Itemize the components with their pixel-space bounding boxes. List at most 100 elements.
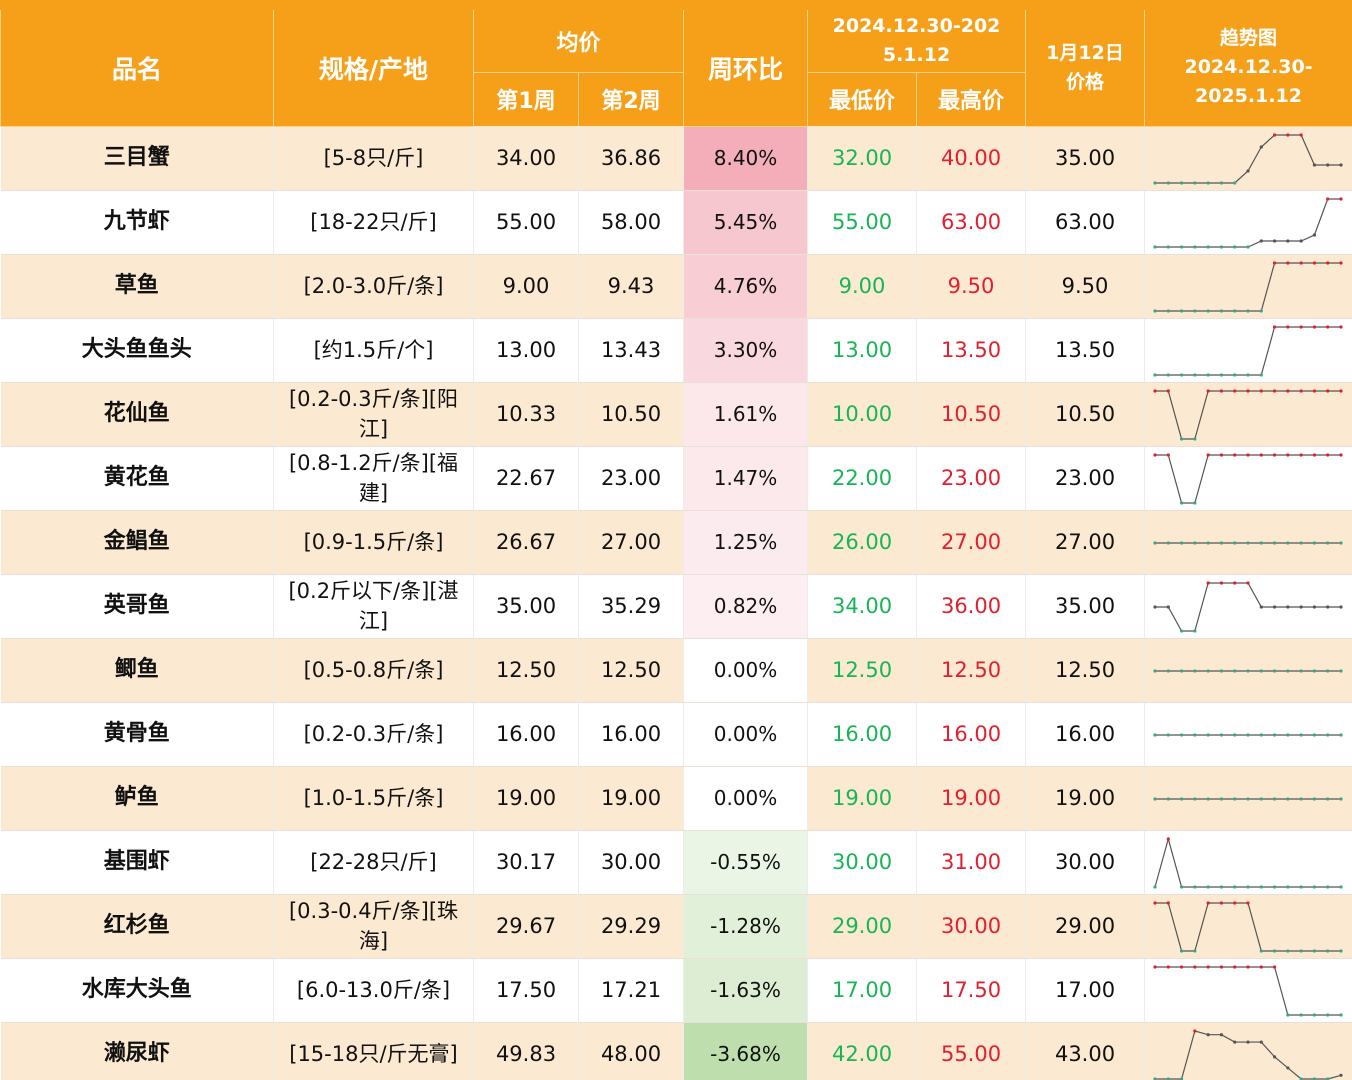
trend-point xyxy=(1299,732,1303,737)
week2-avg: 58.00 xyxy=(578,190,685,255)
trend-point xyxy=(1259,668,1263,673)
table-row[interactable]: 红杉鱼 [0.3-0.4斤/条][珠海] 29.67 29.29 -1.28% 29.00… xyxy=(0,894,1352,959)
table-row[interactable]: 水库大头鱼 [6.0-13.0斤/条] 17.50 17.21 -1.63% 17.00 1… xyxy=(0,958,1352,1023)
table-row[interactable]: 黄花鱼 [0.8-1.2斤/条][福建] 22.67 23.00 1.47% 22.00 2… xyxy=(0,446,1352,511)
trend-point xyxy=(1326,452,1330,457)
table-row[interactable]: 濑尿虾 [15-18只/斤无膏] 49.83 48.00 -3.68% 42.00 55.0… xyxy=(0,1022,1352,1080)
header-top-strip xyxy=(0,0,1352,10)
trend-point xyxy=(1259,238,1263,243)
trend-point xyxy=(1326,1076,1330,1080)
trend-point xyxy=(1272,732,1277,737)
item-name: 九节虾 xyxy=(0,190,274,255)
trend-point xyxy=(1339,196,1343,201)
trend-point xyxy=(1246,668,1250,673)
trend-sparkline xyxy=(1144,190,1352,255)
trend-point xyxy=(1299,540,1303,545)
trend-point xyxy=(1219,452,1224,457)
table-row[interactable]: 鲈鱼 [1.0-1.5斤/条] 19.00 19.00 0.00% 19.00 19.00 1… xyxy=(0,766,1352,831)
trend-chart xyxy=(1153,388,1343,441)
trend-point xyxy=(1219,668,1224,673)
header-high[interactable]: 最高价 xyxy=(916,72,1027,126)
header-range[interactable]: 2024.12.30-2025.1.12 xyxy=(807,10,1027,73)
header-low[interactable]: 最低价 xyxy=(807,72,918,126)
table-row[interactable]: 鲫鱼 [0.5-0.8斤/条] 12.50 12.50 0.00% 12.50 12.50 1… xyxy=(0,638,1352,703)
trend-point xyxy=(1259,604,1263,609)
header-avg[interactable]: 均价 xyxy=(472,10,685,73)
header-spec[interactable]: 规格/产地 xyxy=(273,10,474,127)
header-trend-line2: 2024.12.30- xyxy=(1184,56,1313,79)
trend-point xyxy=(1153,372,1157,377)
trend-point xyxy=(1206,884,1210,889)
header-week2[interactable]: 第2周 xyxy=(577,72,685,126)
trend-point xyxy=(1272,796,1277,801)
trend-line xyxy=(1155,1029,1342,1080)
trend-point xyxy=(1312,1012,1317,1017)
highest-price: 23.00 xyxy=(916,446,1027,511)
trend-sparkline xyxy=(1144,446,1352,511)
week-over-week: 8.40% xyxy=(683,126,809,191)
item-name: 大头鱼鱼头 xyxy=(0,318,274,383)
trend-point xyxy=(1193,244,1197,249)
trend-point xyxy=(1339,948,1343,953)
table-row[interactable]: 大头鱼鱼头 [约1.5斤/个] 13.00 13.43 3.30% 13.00 13.50 1… xyxy=(0,318,1352,383)
week2-avg: 10.50 xyxy=(578,382,685,447)
trend-point xyxy=(1286,604,1290,609)
table-row[interactable]: 黄骨鱼 [0.2-0.3斤/条] 16.00 16.00 0.00% 16.00 16.00… xyxy=(0,702,1352,767)
header-wow[interactable]: 周环比 xyxy=(683,10,809,127)
header-week1[interactable]: 第1周 xyxy=(473,72,579,126)
lowest-price: 19.00 xyxy=(807,766,918,831)
trend-point xyxy=(1179,308,1184,313)
week1-avg: 26.67 xyxy=(473,510,579,575)
trend-point xyxy=(1166,308,1170,313)
trend-point xyxy=(1193,796,1197,801)
trend-point xyxy=(1233,388,1237,393)
trend-point xyxy=(1179,628,1184,633)
trend-point xyxy=(1193,180,1197,185)
table-row[interactable]: 英哥鱼 [0.2斤以下/条][湛江] 35.00 35.29 0.82% 34.00 36.… xyxy=(0,574,1352,639)
item-spec: [1.0-1.5斤/条] xyxy=(273,766,474,831)
item-name: 水库大头鱼 xyxy=(0,958,274,1023)
trend-point xyxy=(1246,796,1250,801)
item-spec: [约1.5斤/个] xyxy=(273,318,474,383)
table-row[interactable]: 花仙鱼 [0.2-0.3斤/条][阳江] 10.33 10.50 1.61% 10.00 1… xyxy=(0,382,1352,447)
lowest-price: 9.00 xyxy=(807,254,918,319)
trend-chart xyxy=(1153,900,1343,953)
trend-point xyxy=(1326,196,1330,201)
header-jan12[interactable]: 1月12日 价格 xyxy=(1025,10,1146,127)
week-over-week: -3.68% xyxy=(683,1022,809,1080)
item-name: 鲫鱼 xyxy=(0,638,274,703)
trend-point xyxy=(1233,244,1237,249)
jan12-price: 35.00 xyxy=(1025,126,1146,191)
trend-point xyxy=(1339,884,1343,889)
week2-avg: 9.43 xyxy=(578,254,685,319)
trend-point xyxy=(1286,1012,1290,1017)
trend-point xyxy=(1153,900,1157,905)
table-row[interactable]: 基围虾 [22-28只/斤] 30.17 30.00 -0.55% 30.00 31.00 3… xyxy=(0,830,1352,895)
trend-sparkline xyxy=(1144,702,1352,767)
lowest-price: 12.50 xyxy=(807,638,918,703)
table-row[interactable]: 三目蟹 [5-8只/斤] 34.00 36.86 8.40% 32.00 40.00 35.0… xyxy=(0,126,1352,191)
table-row[interactable]: 草鱼 [2.0-3.0斤/条] 9.00 9.43 4.76% 9.00 9.50 9.50 xyxy=(0,254,1352,319)
trend-point xyxy=(1259,308,1263,313)
header-trend[interactable]: 趋势图 2024.12.30- 2025.1.12 xyxy=(1144,10,1352,127)
trend-chart xyxy=(1153,452,1343,505)
trend-point xyxy=(1166,836,1170,841)
table-row[interactable]: 九节虾 [18-22只/斤] 55.00 58.00 5.45% 55.00 63.00 63… xyxy=(0,190,1352,255)
header-name[interactable]: 品名 xyxy=(0,10,274,127)
week-over-week: 5.45% xyxy=(683,190,809,255)
trend-point xyxy=(1206,180,1210,185)
trend-point xyxy=(1179,436,1184,441)
item-spec: [0.2-0.3斤/条][阳江] xyxy=(273,382,474,447)
trend-point xyxy=(1166,244,1170,249)
header-range-text: 2024.12.30-2025.1.12 xyxy=(832,14,1001,66)
week2-avg: 13.43 xyxy=(578,318,685,383)
trend-point xyxy=(1246,372,1250,377)
trend-point xyxy=(1166,452,1170,457)
lowest-price: 17.00 xyxy=(807,958,918,1023)
trend-point xyxy=(1286,238,1290,243)
table-row[interactable]: 金鲳鱼 [0.9-1.5斤/条] 26.67 27.00 1.25% 26.00 27.00… xyxy=(0,510,1352,575)
trend-point xyxy=(1246,900,1250,905)
trend-point xyxy=(1339,260,1343,265)
trend-line xyxy=(1155,965,1342,1016)
trend-point xyxy=(1312,388,1317,393)
